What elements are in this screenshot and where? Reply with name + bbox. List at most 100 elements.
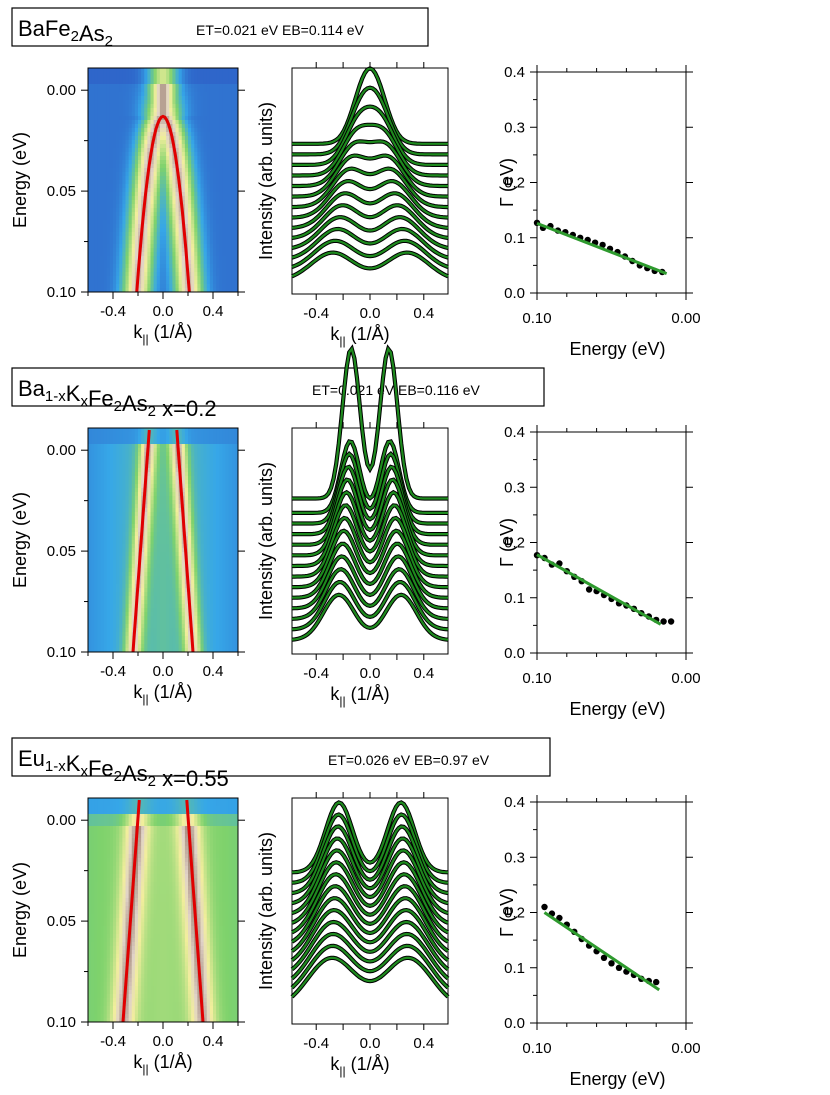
- map-pixel: [88, 208, 92, 213]
- map-pixel: [181, 552, 186, 557]
- map-pixel: [91, 116, 95, 121]
- map-pixel: [88, 276, 92, 281]
- map-pixel: [138, 604, 142, 609]
- map-pixel: [91, 200, 95, 205]
- title-tail: As: [122, 391, 148, 416]
- map-pixel: [197, 520, 201, 525]
- map-pixel: [222, 180, 226, 185]
- map-pixel: [184, 536, 189, 541]
- map-pixel: [234, 236, 239, 241]
- map-pixel: [219, 448, 223, 453]
- map-pixel: [191, 576, 195, 581]
- map-pixel: [88, 104, 92, 109]
- map-pixel: [125, 436, 130, 441]
- map-pixel: [222, 136, 226, 141]
- map-pixel: [128, 168, 133, 173]
- map-pixel: [234, 524, 239, 529]
- map-pixel: [141, 200, 145, 205]
- map-pixel: [91, 140, 95, 145]
- map-pixel: [163, 456, 167, 461]
- map-pixel: [209, 496, 214, 501]
- map-pixel: [203, 464, 208, 469]
- map-pixel: [144, 156, 148, 161]
- map-pixel: [225, 492, 230, 497]
- map-pixel: [222, 248, 226, 253]
- map-pixel: [209, 260, 214, 265]
- map-pixel: [169, 460, 173, 465]
- map-pixel: [97, 264, 101, 269]
- map-pixel: [119, 288, 123, 293]
- map-pixel: [97, 516, 101, 521]
- map-pixel: [156, 92, 161, 97]
- map-pixel: [175, 468, 180, 473]
- map-pixel: [113, 232, 117, 237]
- map-pixel: [228, 500, 233, 505]
- map-pixel: [163, 144, 167, 149]
- map-pixel: [100, 464, 105, 469]
- map-pixel: [191, 572, 195, 577]
- map-pixel: [116, 272, 120, 277]
- map-pixel: [175, 548, 180, 553]
- map-pixel: [209, 120, 214, 125]
- map-pixel: [219, 544, 223, 549]
- map-pixel: [213, 104, 217, 109]
- map-pixel: [169, 472, 173, 477]
- map-pixel: [119, 452, 123, 457]
- map-pixel: [116, 432, 120, 437]
- map-pixel: [156, 252, 161, 257]
- mdc-fit-curve: [291, 239, 449, 269]
- map-pixel: [100, 96, 105, 101]
- map-pixel: [191, 144, 195, 149]
- map-pixel: [153, 68, 158, 73]
- map-pixel: [100, 488, 105, 493]
- map-pixel: [169, 440, 173, 445]
- map-pixel: [125, 224, 130, 229]
- map-pixel: [131, 148, 136, 153]
- map-pixel: [147, 200, 151, 205]
- map-pixel: [228, 264, 233, 269]
- map-pixel: [206, 272, 211, 277]
- map-pixel: [206, 80, 211, 85]
- map-pixel: [94, 200, 98, 205]
- map-pixel: [166, 444, 170, 449]
- map-pixel: [209, 176, 214, 181]
- map-pixel: [141, 180, 145, 185]
- map-pixel: [141, 484, 145, 489]
- map-pixel: [94, 212, 98, 217]
- map-pixel: [188, 156, 192, 161]
- map-pixel: [150, 580, 155, 585]
- map-pixel: [128, 164, 133, 169]
- map-pixel: [194, 232, 198, 237]
- map-pixel: [219, 568, 223, 573]
- map-pixel: [228, 228, 233, 233]
- map-pixel: [153, 240, 158, 245]
- map-pixel: [172, 544, 176, 549]
- map-pixel: [103, 448, 108, 453]
- map-pixel: [113, 592, 117, 597]
- map-pixel: [134, 80, 139, 85]
- map-pixel: [206, 200, 211, 205]
- map-pixel: [138, 216, 142, 221]
- map-pixel: [197, 244, 201, 249]
- map-pixel: [88, 564, 92, 569]
- map-pixel: [163, 72, 167, 77]
- map-pixel: [222, 576, 226, 581]
- map-pixel: [188, 556, 192, 561]
- map-pixel: [109, 572, 114, 577]
- map-pixel: [197, 264, 201, 269]
- map-pixel: [88, 604, 92, 609]
- map-pixel: [172, 568, 176, 573]
- map-pixel: [100, 456, 105, 461]
- map-pixel: [109, 544, 114, 549]
- map-pixel: [91, 260, 95, 265]
- map-pixel: [188, 176, 192, 181]
- map-pixel: [197, 576, 201, 581]
- map-pixel: [197, 156, 201, 161]
- map-pixel: [153, 84, 158, 89]
- map-pixel: [88, 164, 92, 169]
- map-pixel: [134, 544, 139, 549]
- map-pixel: [106, 224, 111, 229]
- map-pixel: [200, 456, 205, 461]
- map-pixel: [228, 480, 233, 485]
- map-pixel: [216, 480, 220, 485]
